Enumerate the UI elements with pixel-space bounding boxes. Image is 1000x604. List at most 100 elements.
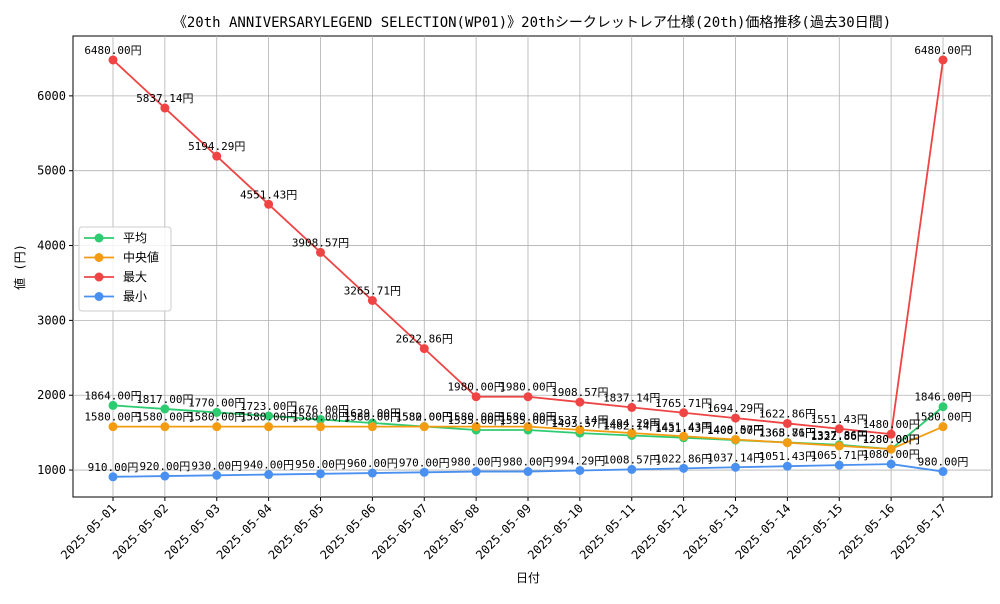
data-point bbox=[575, 465, 585, 475]
grid: 2025-05-012025-05-022025-05-032025-05-04… bbox=[37, 36, 992, 562]
data-label: 5194.29円 bbox=[188, 140, 245, 153]
data-point bbox=[575, 425, 585, 435]
data-label: 1400.00円 bbox=[707, 424, 764, 437]
data-point bbox=[367, 295, 377, 305]
data-point bbox=[471, 422, 481, 432]
data-label: 4551.43円 bbox=[240, 188, 297, 201]
data-label: 1629.00円 bbox=[344, 407, 401, 420]
data-label: 994.29円 bbox=[555, 454, 606, 467]
data-labels: 1864.00円1817.00円1770.00円1723.00円1676.00円… bbox=[84, 44, 971, 474]
data-label: 950.00円 bbox=[295, 458, 346, 471]
data-point bbox=[575, 397, 585, 407]
data-label: 1770.00円 bbox=[188, 396, 245, 409]
data-label: 1580.00円 bbox=[136, 411, 193, 424]
data-point bbox=[627, 464, 637, 474]
legend-marker bbox=[94, 272, 104, 282]
x-tick-label: 2025-05-17 bbox=[888, 501, 949, 562]
data-point bbox=[523, 467, 533, 477]
data-point bbox=[471, 467, 481, 477]
data-label: 6480.00円 bbox=[84, 44, 141, 57]
data-label: 980.00円 bbox=[451, 456, 502, 469]
data-point bbox=[627, 428, 637, 438]
data-label: 920.00円 bbox=[140, 460, 191, 473]
data-label: 1723.00円 bbox=[240, 400, 297, 413]
data-point bbox=[523, 392, 533, 402]
data-point bbox=[316, 469, 325, 479]
data-point bbox=[264, 199, 274, 209]
data-label: 1582.00円 bbox=[396, 411, 453, 424]
data-point bbox=[679, 431, 689, 441]
data-point bbox=[782, 418, 792, 428]
y-tick-label: 1000 bbox=[37, 463, 66, 477]
data-label: 2622.86円 bbox=[396, 333, 453, 346]
data-label: 1493.57円 bbox=[551, 417, 608, 430]
data-label: 1365.71円 bbox=[759, 427, 816, 440]
data-label: 1535.00円 bbox=[447, 414, 504, 427]
data-label: 1908.57円 bbox=[551, 386, 608, 399]
y-tick-label: 6000 bbox=[37, 89, 66, 103]
data-label: 1022.86円 bbox=[655, 452, 712, 465]
data-label: 1580.00円 bbox=[292, 411, 349, 424]
data-label: 1535.00円 bbox=[499, 414, 556, 427]
data-label: 940.00円 bbox=[243, 459, 294, 472]
data-label: 1980.00円 bbox=[499, 381, 556, 394]
y-tick-label: 3000 bbox=[37, 313, 66, 327]
data-label: 910.00円 bbox=[88, 461, 139, 474]
data-label: 1080.00円 bbox=[862, 448, 919, 461]
data-point bbox=[886, 444, 896, 454]
legend-entry: 中央値 bbox=[123, 250, 159, 265]
data-point bbox=[834, 460, 844, 470]
data-label: 1676.00円 bbox=[292, 403, 349, 416]
legend-entry: 平均 bbox=[123, 231, 147, 245]
data-label: 1980.00円 bbox=[447, 381, 504, 394]
data-label: 1551.43円 bbox=[811, 413, 868, 426]
data-label: 1322.86円 bbox=[811, 430, 868, 443]
data-point bbox=[212, 422, 222, 432]
data-point bbox=[108, 55, 118, 65]
y-tick-label: 4000 bbox=[37, 239, 66, 253]
data-point bbox=[264, 422, 274, 432]
data-label: 930.00円 bbox=[191, 459, 242, 472]
data-label: 1864.00円 bbox=[84, 389, 141, 402]
data-label: 3265.71円 bbox=[344, 284, 401, 297]
data-label: 980.00円 bbox=[503, 456, 554, 469]
plot-area bbox=[72, 35, 993, 498]
data-point bbox=[367, 422, 377, 432]
data-point bbox=[938, 402, 948, 412]
data-point bbox=[938, 55, 948, 65]
data-point bbox=[782, 438, 792, 448]
data-point bbox=[160, 422, 170, 432]
data-point bbox=[316, 422, 325, 432]
data-label: 960.00円 bbox=[347, 457, 398, 470]
data-label: 970.00円 bbox=[399, 456, 450, 469]
legend-marker bbox=[94, 253, 104, 262]
data-label: 1622.86円 bbox=[759, 407, 816, 420]
data-point bbox=[731, 434, 740, 444]
data-label: 1580.00円 bbox=[396, 411, 453, 424]
data-point bbox=[471, 392, 481, 402]
data-label: 1368.86円 bbox=[759, 426, 816, 439]
data-label: 1817.00円 bbox=[136, 393, 193, 406]
data-point bbox=[731, 462, 740, 472]
data-label: 1846.00円 bbox=[914, 391, 971, 404]
data-point bbox=[108, 400, 118, 410]
data-point bbox=[212, 407, 222, 417]
data-label: 1580.00円 bbox=[84, 411, 141, 424]
data-point bbox=[782, 461, 792, 471]
data-label: 1580.00円 bbox=[499, 411, 556, 424]
data-label: 1431.43円 bbox=[655, 422, 712, 435]
data-label: 1537.14円 bbox=[551, 414, 608, 427]
data-label: 1580.00円 bbox=[240, 411, 297, 424]
data-point bbox=[160, 404, 170, 414]
data-label: 1462.14円 bbox=[603, 419, 660, 432]
data-label: 1280.00円 bbox=[862, 433, 919, 446]
data-point bbox=[160, 103, 170, 113]
data-point bbox=[419, 467, 429, 477]
data-label: 1494.29円 bbox=[603, 417, 660, 430]
data-label: 1580.00円 bbox=[344, 411, 401, 424]
y-tick-label: 2000 bbox=[37, 388, 66, 402]
y-axis-label: 値 (円) bbox=[12, 244, 27, 290]
legend-entry: 最小 bbox=[123, 290, 147, 304]
